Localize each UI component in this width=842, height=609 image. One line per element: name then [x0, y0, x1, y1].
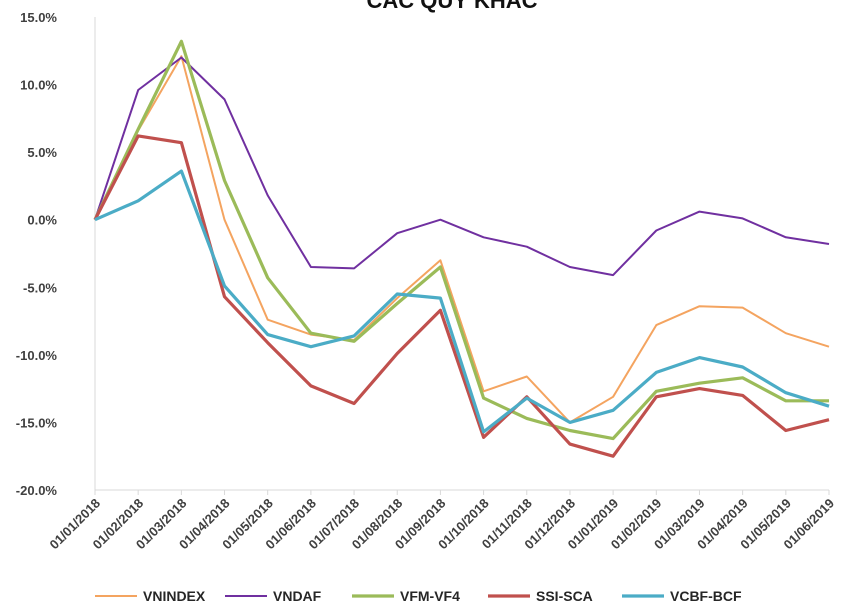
legend-item-vfm-vf4: VFM-VF4: [352, 588, 460, 604]
legend-label: VNDAF: [273, 588, 322, 604]
y-tick-label: 15.0%: [20, 10, 57, 25]
legend: VNINDEX VNDAF VFM-VF4 SSI-SCA VCBF-BCF: [95, 588, 742, 604]
y-tick-label: -10.0%: [16, 348, 58, 363]
legend-item-vndaf: VNDAF: [225, 588, 322, 604]
chart-title: CÁC QUỸ KHÁC: [366, 0, 537, 13]
y-tick-label: -5.0%: [23, 280, 57, 295]
y-tick-label: 0.0%: [27, 213, 57, 228]
legend-item-vcbf-bcf: VCBF-BCF: [622, 588, 742, 604]
x-axis: 01/01/201801/02/201801/03/201801/04/2018…: [46, 489, 837, 552]
legend-label: VFM-VF4: [400, 588, 460, 604]
y-tick-label: -15.0%: [16, 415, 58, 430]
series-lines: [93, 39, 830, 458]
legend-item-vnindex: VNINDEX: [95, 588, 206, 604]
series-line-vndaf: [94, 56, 830, 277]
legend-item-ssi-sca: SSI-SCA: [488, 588, 593, 604]
series-line-vnindex: [94, 55, 830, 424]
y-tick-label: 10.0%: [20, 78, 57, 93]
legend-label: VCBF-BCF: [670, 588, 742, 604]
series-line-ssi-sca: [93, 134, 830, 458]
y-tick-label: 5.0%: [27, 145, 57, 160]
y-axis: 15.0% 10.0% 5.0% 0.0% -5.0% -10.0% -15.0% -20.0…: [16, 10, 96, 498]
series-line-vcbf-bcf: [94, 169, 830, 434]
legend-label: SSI-SCA: [536, 588, 593, 604]
y-tick-label: -20.0%: [16, 483, 58, 498]
series-line-vfm-vf4: [93, 39, 829, 441]
legend-label: VNINDEX: [143, 588, 206, 604]
